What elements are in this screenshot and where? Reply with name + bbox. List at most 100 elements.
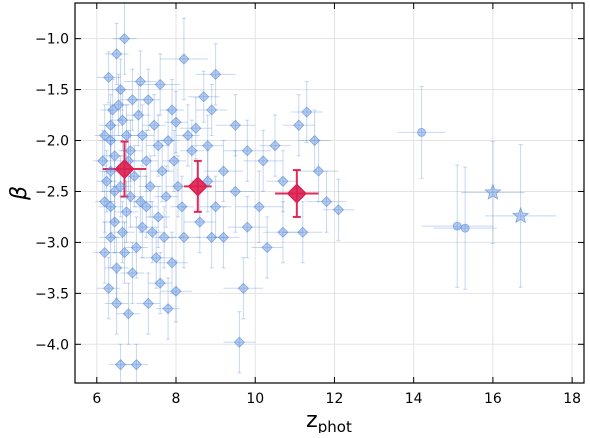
data-point [170,285,182,297]
x-axis-label-subscript: phot [318,418,352,433]
data-point [103,282,115,294]
data-point [160,191,172,203]
data-point [170,116,182,128]
data-point [154,78,166,91]
data-markers [97,33,530,371]
data-point [105,119,117,131]
y-tick-label: −3.5 [35,286,69,302]
data-point [182,129,194,142]
data-point-circle [452,221,462,231]
data-point [111,262,123,274]
y-tick-label: −1.5 [35,83,69,99]
data-point-star [484,183,502,200]
data-point [114,359,127,371]
y-tick-label: −2.0 [35,134,69,150]
data-point [120,129,133,142]
data-point [146,226,158,238]
x-tick-label: 12 [326,391,344,407]
data-point [103,71,115,83]
y-tick-label: −1.0 [35,32,69,48]
data-point [277,226,289,238]
axis-ticks: 6 8 10 12 14 16 18 −1.0 −1.5 −2.0 −2.5 −3.0 −3.5 −4.0 [35,3,584,407]
data-point [130,359,142,371]
data-point [261,241,273,254]
x-tick-label: 16 [484,391,502,407]
data-point [198,91,210,103]
data-point [105,201,117,213]
data-point [118,33,131,45]
data-point [140,155,152,167]
stacked-data-point [187,176,208,197]
data-point [166,104,178,116]
data-point [142,94,154,106]
data-point [229,185,241,198]
data-point [134,75,146,88]
x-tick-label: 14 [405,391,423,407]
x-tick-label: 6 [92,391,101,407]
data-point [126,94,139,106]
grid-lines [75,3,584,383]
data-point [101,175,113,187]
data-point [168,155,180,167]
data-point [152,211,164,223]
data-point [233,336,245,348]
data-point [134,196,146,208]
data-point [257,155,269,167]
data-point [116,226,129,238]
y-tick-label: −2.5 [35,184,69,200]
data-point [116,114,129,126]
x-tick-label: 8 [172,391,181,407]
y-tick-label: −3.0 [35,235,69,251]
data-point [114,84,127,96]
data-point [313,165,325,177]
data-point [99,247,111,259]
y-tick-label: −4.0 [35,337,69,353]
data-point [130,241,142,254]
x-tick-label: 10 [246,391,264,407]
data-point [111,297,123,310]
data-point [150,252,162,264]
y-axis-label: β [7,186,32,201]
data-point [154,277,166,289]
data-point [301,106,313,118]
data-point [332,204,344,216]
data-point [136,129,148,142]
data-point-circle [417,127,426,137]
x-tick-label: 18 [563,391,581,407]
data-point [156,165,168,177]
data-point-star [511,206,530,224]
data-point [269,140,281,152]
data-point [114,180,127,192]
data-point [113,99,125,111]
stacked-data-point [286,183,307,204]
data-point [162,303,174,315]
data-point [217,165,230,177]
data-point [210,201,222,213]
data-point [229,119,241,131]
data-point [241,145,253,157]
data-point [99,129,111,142]
data-point [109,216,121,228]
data-point [297,226,309,238]
data-point [136,221,148,233]
data-point [210,68,222,80]
data-point [109,185,121,198]
data-point [142,297,154,310]
data-point [126,267,139,279]
data-point [158,231,170,243]
data-point [105,165,117,177]
data-point [120,206,133,218]
data-point [152,140,164,152]
data-point [99,196,111,208]
data-point [178,231,190,243]
data-point [178,53,190,65]
data-point [124,191,137,203]
x-axis-label: zphot [306,408,352,433]
data-point [162,134,174,147]
data-point [97,155,109,167]
data-point [111,48,123,60]
data-point [217,231,230,243]
data-point [109,150,121,162]
